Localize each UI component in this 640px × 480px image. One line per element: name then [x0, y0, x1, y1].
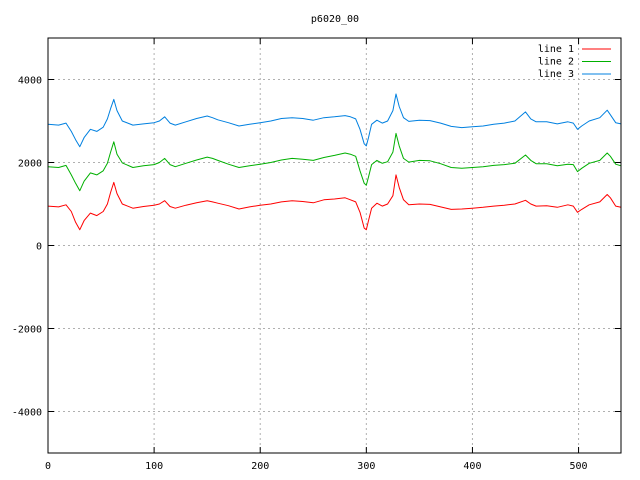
series-line-3 — [47, 93, 622, 148]
grid — [48, 38, 621, 453]
y-tick-label: -4000 — [12, 408, 42, 419]
series-line-2 — [47, 132, 622, 192]
chart-title: p6020_00 — [311, 14, 359, 25]
x-tick-label: 300 — [357, 461, 375, 472]
x-tick-label: 100 — [145, 461, 163, 472]
legend-label: line 2 — [538, 57, 574, 68]
x-tick-label: 200 — [251, 461, 269, 472]
legend-label: line 1 — [538, 44, 574, 55]
legend-label: line 3 — [538, 69, 574, 80]
x-tick-label: 500 — [570, 461, 588, 472]
x-tick-label: 400 — [463, 461, 481, 472]
series-line-1 — [47, 174, 622, 231]
plot-frame — [47, 37, 622, 454]
axis-ticks: 0 100 200 300 400 500 -4000 -2000 0 2000 4000 — [12, 38, 621, 472]
y-tick-label: -2000 — [12, 325, 42, 336]
y-tick-label: 4000 — [18, 76, 42, 87]
y-tick-label: 0 — [36, 242, 42, 253]
x-tick-label: 0 — [45, 461, 51, 472]
series-lines — [47, 93, 622, 231]
y-tick-label: 2000 — [18, 159, 42, 170]
